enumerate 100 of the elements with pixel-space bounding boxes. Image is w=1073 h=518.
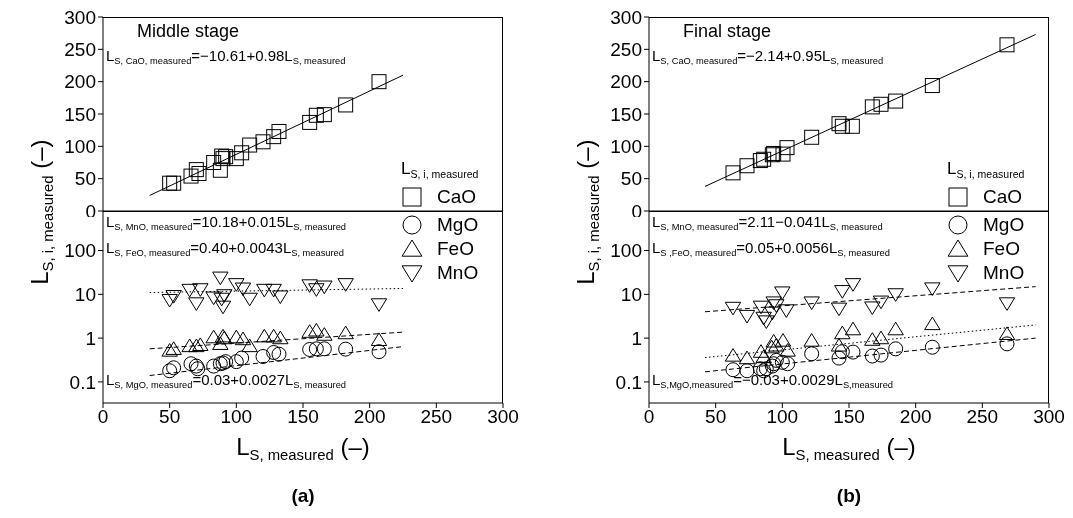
point <box>999 336 1015 352</box>
point <box>864 99 880 115</box>
point <box>888 341 904 357</box>
point <box>162 175 178 191</box>
point <box>755 311 772 326</box>
point <box>166 175 182 191</box>
x-tick-label: 200 <box>899 406 932 428</box>
legend-label: CaO <box>983 186 1023 208</box>
y-tick-label: 10 <box>74 284 96 306</box>
point <box>181 283 198 298</box>
x-tick-label: 150 <box>287 406 319 428</box>
point <box>338 341 354 357</box>
point <box>265 283 282 298</box>
y-tick-label: 100 <box>64 240 96 262</box>
point <box>165 290 182 304</box>
point <box>768 352 784 368</box>
annotation: L$_{S, MnO, measured}$=10.18+0.015L$_{S, measured}$ <box>106 213 347 233</box>
text: (b) <box>835 485 863 507</box>
legend-title: L$_{S, i, measured}$ <box>401 159 479 182</box>
point <box>266 344 282 360</box>
y-tick-label: 1 <box>631 327 642 349</box>
point <box>752 153 768 169</box>
point <box>765 333 782 348</box>
point <box>724 348 742 362</box>
point <box>181 338 198 353</box>
point <box>844 118 860 134</box>
point <box>234 282 252 297</box>
point <box>205 291 222 306</box>
point <box>337 278 354 292</box>
x-tick-label: 200 <box>353 406 386 428</box>
point <box>724 301 742 316</box>
point <box>774 286 791 301</box>
point <box>213 292 230 307</box>
legend-label: MnO <box>983 262 1025 284</box>
point <box>738 350 756 365</box>
point <box>212 162 228 178</box>
y-tick-label: 150 <box>610 103 642 125</box>
point <box>272 330 289 345</box>
y-tick-label: 100 <box>64 136 96 158</box>
point <box>255 349 271 365</box>
point <box>301 324 318 338</box>
point <box>830 302 848 317</box>
point <box>271 123 287 139</box>
point <box>872 295 890 310</box>
point <box>738 309 756 324</box>
point <box>302 114 318 130</box>
point <box>241 338 258 353</box>
legend-title: L$_{S, i, measured}$ <box>947 159 1025 182</box>
x-tick-label: 100 <box>220 406 253 428</box>
y-tick-label: 250 <box>610 39 642 61</box>
x-tick-label: 300 <box>1033 406 1065 428</box>
point <box>166 360 182 376</box>
point <box>205 329 222 344</box>
point <box>924 339 940 355</box>
point <box>183 356 199 372</box>
legend-label: MgO <box>437 214 479 236</box>
point <box>308 322 325 337</box>
point <box>778 304 795 318</box>
y-tick-label: 200 <box>610 71 642 93</box>
text: (a) <box>290 485 316 507</box>
point <box>301 279 318 293</box>
point <box>924 78 940 94</box>
point <box>316 341 332 357</box>
x-tick-label: 250 <box>966 406 999 428</box>
x-tick-label: 250 <box>420 406 453 428</box>
point <box>161 293 178 308</box>
point <box>371 74 387 90</box>
point <box>775 146 791 162</box>
point <box>804 346 820 362</box>
x-tick-label: 100 <box>766 406 799 428</box>
point <box>308 107 324 123</box>
point <box>888 93 904 109</box>
point <box>873 96 889 112</box>
x-tick-label: 50 <box>705 406 727 428</box>
point <box>192 283 209 297</box>
point <box>739 158 755 174</box>
x-tick-label: 150 <box>833 406 865 428</box>
point <box>192 337 209 352</box>
y-tick-label: 300 <box>64 6 96 28</box>
point <box>774 354 790 370</box>
point <box>998 326 1016 340</box>
annotation: L$_{S, CaO, measured}$=−10.61+0.98L$_{S, measured}$ <box>106 47 346 67</box>
point <box>864 301 881 316</box>
chart-title: Final stage <box>683 21 772 42</box>
annotation: L$_{S, MgO, measured}$=0.03+0.0027L$_{S, measured}$ <box>106 371 347 391</box>
point <box>370 332 388 347</box>
point <box>764 306 781 321</box>
point <box>998 297 1016 311</box>
point <box>752 300 770 315</box>
y-tick-label: 250 <box>64 39 96 61</box>
point <box>228 329 245 344</box>
point <box>161 343 178 357</box>
annotation: L$_{S, CaO, measured}$=−2.14+0.95L$_{S, measured}$ <box>652 47 884 67</box>
y-tick-label: 1 <box>85 327 96 349</box>
point <box>924 282 941 296</box>
legend-label: FeO <box>437 238 474 260</box>
point <box>338 97 354 113</box>
point <box>256 283 273 298</box>
point <box>763 339 780 354</box>
point <box>302 342 318 357</box>
